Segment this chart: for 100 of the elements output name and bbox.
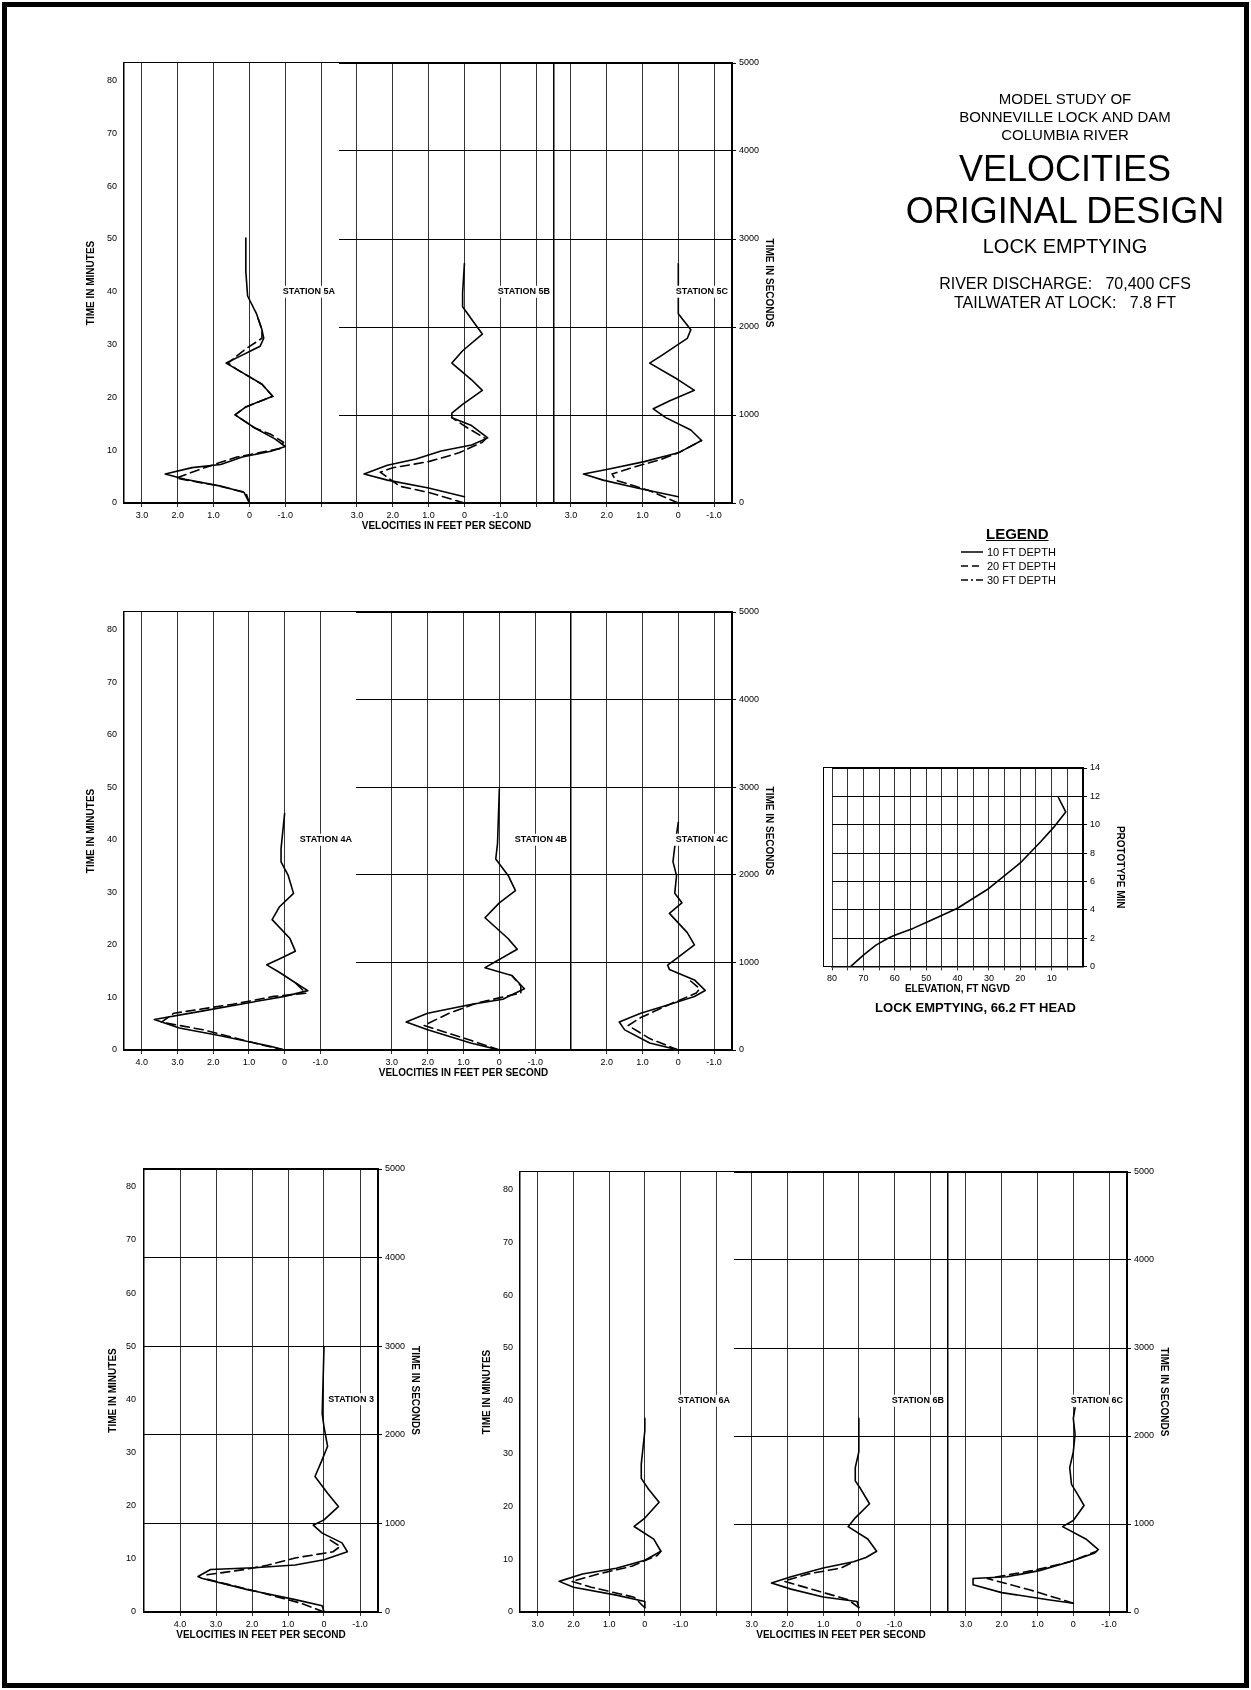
x-tick-label: 1.0: [457, 1056, 471, 1067]
text: BONNEVILLE LOCK AND DAM: [959, 108, 1171, 125]
y-tick-label: 50: [106, 781, 117, 792]
text: LOCK EMPTYING: [982, 235, 1148, 257]
y2-tick-label: 10: [125, 1553, 136, 1564]
y-tick-label: 70: [106, 127, 117, 138]
y-tick-label: 1000: [739, 409, 760, 420]
y-tick-label: 4000: [739, 694, 760, 705]
y-tick-label: 40: [106, 834, 117, 845]
text: LOCK EMPTYING, 66.2 FT HEAD: [875, 999, 1076, 1015]
text: ORIGINAL DESIGN: [905, 190, 1225, 231]
y2-tick-label: 30: [125, 1447, 136, 1457]
y-tick-label: 50: [502, 1342, 513, 1353]
x-tick-label: 1.0: [1031, 1618, 1045, 1629]
y2-tick-label: 60: [125, 1287, 136, 1298]
x-tick-label: 3.0: [564, 509, 578, 520]
y-tick-label: 5000: [1134, 1166, 1155, 1177]
x-tick-label: 2.0: [995, 1618, 1009, 1629]
y-tick-label: 0: [1134, 1606, 1140, 1617]
y-tick-label: 3000: [385, 1340, 406, 1351]
x-tick-label: -1.0: [352, 1618, 368, 1629]
x-tick-label: -1.0: [492, 509, 508, 520]
x-tick-label: -1.0: [672, 1618, 689, 1629]
y-tick-label: 5000: [739, 57, 760, 68]
y-tick-label: 0: [111, 497, 117, 508]
y2-tick-label: 40: [125, 1393, 136, 1404]
y-tick-label: 10: [1090, 819, 1101, 830]
x-tick-label: 3.0: [135, 509, 149, 520]
x-tick-label: 10: [1046, 973, 1057, 984]
y-tick-label: 12: [1090, 790, 1101, 801]
x-tick-label: -1.0: [527, 1056, 544, 1067]
y-tick-label: 1000: [385, 1517, 406, 1528]
y-axis-title: TIME IN SECONDS: [410, 1346, 422, 1436]
y2-tick-label: 70: [125, 1234, 136, 1245]
y-tick-label: 2000: [385, 1429, 406, 1440]
y-axis-title: TIME IN MINUTES: [84, 788, 96, 874]
y-tick-label: 70: [502, 1236, 513, 1247]
x-tick-label: 0: [321, 1618, 327, 1629]
y-tick-label: 2000: [1134, 1430, 1155, 1441]
y-tick-label: 3000: [739, 781, 760, 792]
y-tick-label: 3000: [739, 233, 760, 244]
text: 20 FT DEPTH: [987, 560, 1056, 572]
x-tick-label: 0: [461, 509, 467, 520]
x-tick-label: 0: [642, 1618, 648, 1629]
x-tick-label: 1.0: [207, 509, 220, 520]
y-tick-label: 14: [1090, 762, 1101, 773]
y-tick-label: 80: [106, 623, 117, 634]
annotation: STATION 4C: [675, 834, 729, 845]
y-tick-label: 10: [502, 1553, 513, 1564]
x-tick-label: 40: [952, 973, 963, 984]
y-tick-label: 0: [739, 497, 745, 508]
x-tick-label: 3.0: [171, 1056, 184, 1067]
y2-tick-label: 0: [130, 1606, 136, 1617]
y-tick-label: 70: [106, 676, 117, 687]
x-tick-label: 80: [827, 973, 838, 984]
y-tick-label: 10: [106, 991, 117, 1002]
y-tick-label: 40: [106, 286, 117, 297]
x-tick-label: 0: [1071, 1618, 1077, 1629]
y-tick-label: 20: [106, 391, 117, 402]
y-tick-label: 60: [106, 180, 117, 191]
y-tick-label: 10: [106, 444, 117, 455]
text: MODEL STUDY OF: [998, 90, 1132, 107]
y-tick-label: 30: [502, 1448, 513, 1459]
text: 30 FT DEPTH: [987, 574, 1056, 586]
y-tick-label: 4000: [385, 1252, 406, 1263]
x-tick-label: 50: [921, 973, 932, 984]
y-tick-label: 50: [106, 233, 117, 244]
y-tick-label: 60: [502, 1289, 513, 1300]
x-tick-label: 3.0: [745, 1618, 759, 1629]
y-tick-label: 1000: [739, 956, 760, 967]
y-tick-label: 0: [385, 1606, 391, 1617]
y-axis-title: PROTOTYPE MIN: [1115, 825, 1127, 909]
y-tick-label: 4: [1090, 904, 1096, 915]
x-tick-label: 2.0: [421, 1056, 435, 1067]
y-axis-title: TIME IN SECONDS: [1159, 1347, 1171, 1437]
y-tick-label: 2000: [739, 869, 760, 880]
x-tick-label: 3.0: [386, 1056, 399, 1067]
x-tick-label: 1.0: [636, 509, 649, 520]
y-tick-label: 1000: [1134, 1518, 1155, 1529]
x-tick-label: 2.0: [386, 509, 399, 520]
x-tick-label: 0: [282, 1056, 288, 1067]
annotation: STATION 4B: [515, 834, 568, 845]
y-axis-title: TIME IN SECONDS: [764, 238, 776, 328]
text: 10 FT DEPTH: [987, 546, 1056, 558]
x-tick-label: 60: [889, 973, 900, 984]
y-tick-label: 5000: [739, 606, 760, 617]
text: RIVER DISCHARGE: 70,400 CFS: [939, 275, 1191, 292]
x-tick-label: -1.0: [1101, 1618, 1118, 1629]
x-tick-label: 2.0: [781, 1618, 794, 1629]
legend-title: LEGEND: [986, 525, 1049, 542]
x-axis-title: VELOCITIES IN FEET PER SECOND: [756, 1628, 926, 1640]
x-tick-label: 1.0: [281, 1618, 295, 1629]
x-axis-title: VELOCITIES IN FEET PER SECOND: [361, 519, 531, 531]
x-tick-label: 1.0: [242, 1056, 256, 1067]
x-tick-label: 1.0: [817, 1618, 830, 1629]
y-tick-label: 0: [111, 1044, 117, 1055]
x-tick-label: 2.0: [600, 1056, 614, 1067]
annotation: STATION 5B: [497, 286, 551, 297]
annotation: STATION 6A: [677, 1395, 731, 1406]
x-tick-label: 70: [858, 973, 869, 984]
